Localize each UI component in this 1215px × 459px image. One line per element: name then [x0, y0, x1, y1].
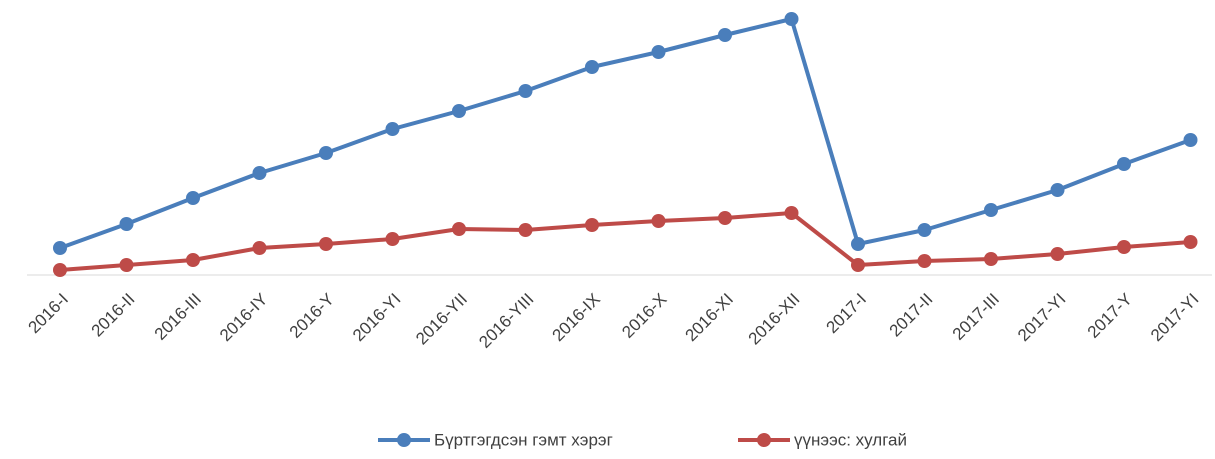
point — [252, 166, 267, 180]
point — [651, 45, 666, 59]
point — [385, 232, 400, 246]
legend-marker — [757, 433, 771, 447]
point — [1050, 183, 1065, 197]
point — [518, 84, 533, 98]
x-tick-label: 2017-III — [949, 290, 1003, 344]
point — [718, 211, 732, 225]
point — [1183, 133, 1198, 147]
x-tick-label: 2016-XII — [745, 290, 804, 349]
point — [518, 223, 533, 237]
point — [319, 237, 333, 251]
x-tick-label: 2016-III — [151, 290, 205, 344]
legend-item: Бүртгэгдсэн гэмт хэрэг — [378, 430, 613, 449]
point — [53, 241, 67, 255]
x-tick-label: 2016-IX — [548, 290, 604, 346]
point — [718, 28, 732, 42]
legend-marker — [397, 433, 411, 447]
x-tick-label: 2017-YI — [1014, 290, 1070, 346]
x-tick-label: 2016-II — [88, 290, 139, 341]
point — [452, 104, 466, 118]
point — [984, 203, 998, 217]
x-tick-label: 2016-X — [618, 290, 670, 342]
line-series — [59, 17, 1192, 250]
point — [53, 263, 67, 277]
x-tick-label: 2016-Y — [286, 290, 338, 342]
point — [186, 191, 200, 205]
point — [851, 237, 865, 251]
x-tick-label: 2016-YII — [412, 290, 471, 349]
point — [1117, 240, 1131, 254]
x-tick-label: 2017-Y — [1084, 290, 1136, 342]
legend-label: үүнээс: хулгай — [794, 430, 907, 449]
point — [452, 222, 466, 236]
point — [784, 12, 799, 26]
x-tick-label: 2017-I — [822, 290, 870, 338]
point — [1050, 247, 1065, 261]
point — [917, 254, 932, 268]
point — [252, 241, 267, 255]
point — [385, 122, 400, 136]
point — [319, 146, 333, 160]
point — [851, 258, 865, 272]
point — [585, 218, 599, 232]
point — [784, 206, 799, 220]
point — [119, 217, 134, 231]
x-tick-label: 2017-II — [886, 290, 937, 341]
legend-item: үүнээс: хулгай — [738, 430, 907, 449]
point — [917, 223, 932, 237]
x-tick-label: 2016-XI — [681, 290, 737, 346]
point — [119, 258, 134, 272]
point — [186, 253, 200, 267]
x-tick-label: 2016-YI — [349, 290, 405, 346]
point — [651, 214, 666, 228]
x-tick-label: 2016-IY — [216, 290, 272, 346]
line-series — [59, 211, 1191, 272]
point — [585, 60, 599, 74]
x-tick-label: 2016-I — [24, 290, 72, 338]
x-tick-label: 2017-YI — [1147, 290, 1203, 346]
point — [984, 252, 998, 266]
legend-label: Бүртгэгдсэн гэмт хэрэг — [434, 430, 613, 449]
x-tick-label: 2016-YIII — [475, 290, 537, 352]
point — [1183, 235, 1198, 249]
point — [1117, 157, 1131, 171]
